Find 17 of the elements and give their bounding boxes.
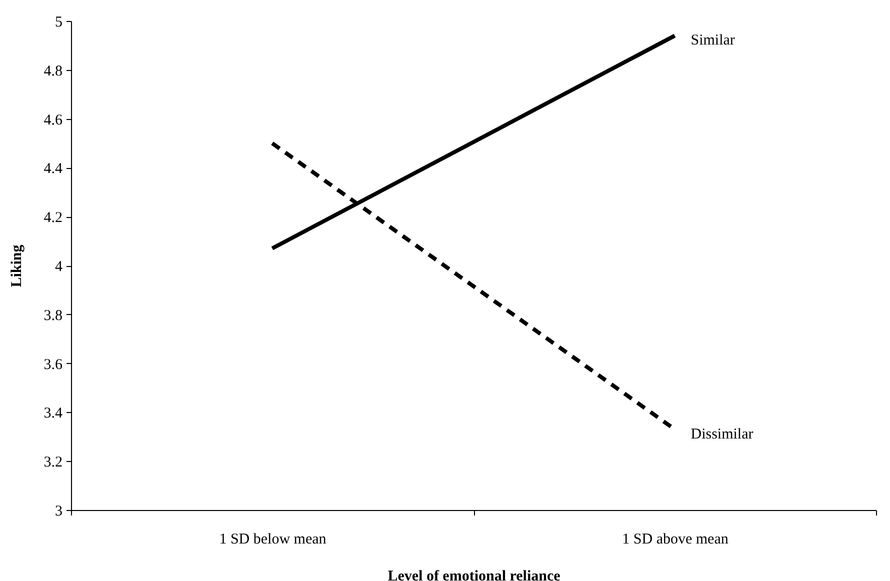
y-axis-title: Liking [8, 244, 25, 288]
x-tick-label: 1 SD below mean [219, 532, 327, 548]
y-tick-label: 4.8 [44, 63, 62, 80]
y-tick-label: 3.4 [44, 406, 63, 422]
x-tick-label: 1 SD above mean [622, 532, 729, 548]
y-tick-label: 3 [55, 504, 62, 520]
y-tick-label: 4 [55, 259, 63, 275]
y-tick-label: 5 [55, 14, 62, 30]
x-axis-title: Level of emotional reliance [388, 568, 561, 581]
y-tick-label: 3.2 [44, 454, 62, 471]
y-tick-label: 4.4 [44, 161, 63, 178]
y-tick-label: 4.6 [44, 112, 63, 128]
y-tick-label: 3.6 [44, 356, 63, 373]
y-tick-label: 3.8 [44, 308, 62, 324]
series-label: Similar [690, 32, 735, 49]
series-label: Dissimilar [690, 426, 754, 442]
y-tick-label: 4.2 [44, 210, 62, 226]
